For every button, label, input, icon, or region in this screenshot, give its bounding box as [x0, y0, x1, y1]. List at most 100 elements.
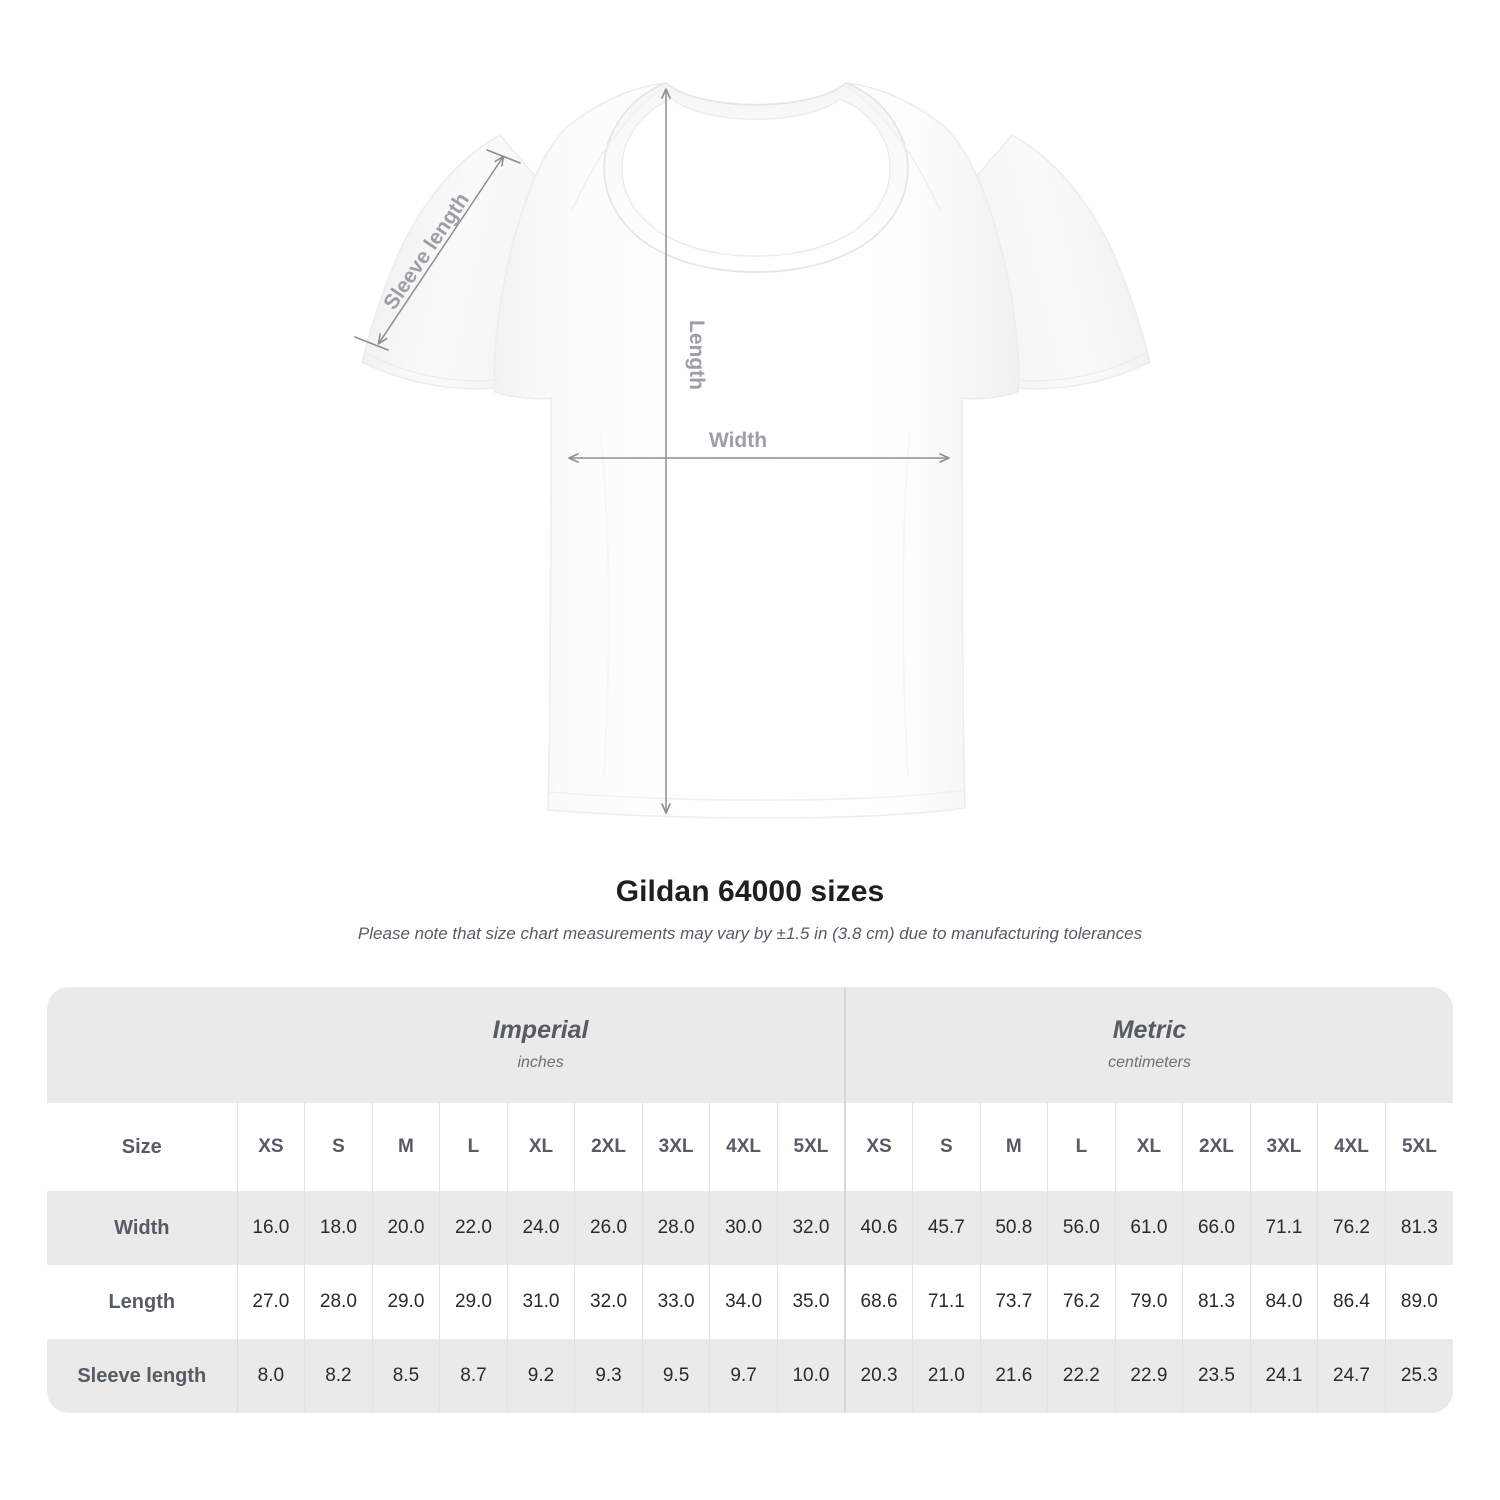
cell-length-imperial-m: 29.0	[371, 1265, 440, 1339]
cell-width-metric-l: 56.0	[1047, 1191, 1116, 1265]
size-header-imperial-4xl: 4XL	[709, 1103, 778, 1191]
cell-length-imperial-l: 29.0	[439, 1265, 508, 1339]
cell-length-metric-5xl: 89.0	[1384, 1265, 1453, 1339]
size-header-imperial-3xl: 3XL	[641, 1103, 710, 1191]
cell-length-imperial-s: 28.0	[304, 1265, 373, 1339]
table-row-length: Length 27.0 28.0 29.0 29.0 31.0 32.0 33.…	[47, 1265, 1453, 1339]
cell-length-metric-s: 71.1	[912, 1265, 981, 1339]
cell-sleeve-imperial-xl: 9.2	[506, 1339, 575, 1413]
size-header-imperial-m: M	[371, 1103, 440, 1191]
row-label-width: Width	[47, 1191, 238, 1265]
cell-sleeve-metric-4xl: 24.7	[1317, 1339, 1386, 1413]
cell-sleeve-imperial-4xl: 9.7	[709, 1339, 778, 1413]
unit-header-imperial: Imperial inches	[237, 987, 846, 1103]
cell-width-metric-4xl: 76.2	[1317, 1191, 1386, 1265]
cell-width-imperial-xl: 24.0	[506, 1191, 575, 1265]
unit-header-row: Imperial inches Metric centimeters	[47, 987, 1453, 1103]
unit-name-metric: Metric	[1112, 1016, 1187, 1044]
cell-width-imperial-3xl: 28.0	[641, 1191, 710, 1265]
table-row-width: Width 16.0 18.0 20.0 22.0 24.0 26.0 28.0…	[47, 1191, 1453, 1265]
size-header-metric-4xl: 4XL	[1317, 1103, 1386, 1191]
cell-width-imperial-m: 20.0	[371, 1191, 440, 1265]
size-header-label: Size	[47, 1103, 238, 1191]
cell-length-imperial-4xl: 34.0	[709, 1265, 778, 1339]
cell-sleeve-imperial-s: 8.2	[304, 1339, 373, 1413]
cell-width-metric-3xl: 71.1	[1249, 1191, 1318, 1265]
cell-sleeve-imperial-m: 8.5	[371, 1339, 440, 1413]
size-header-imperial-2xl: 2XL	[574, 1103, 643, 1191]
cell-width-imperial-5xl: 32.0	[776, 1191, 846, 1265]
cell-length-imperial-3xl: 33.0	[641, 1265, 710, 1339]
cell-sleeve-imperial-2xl: 9.3	[574, 1339, 643, 1413]
tolerance-note: Please note that size chart measurements…	[357, 924, 1143, 943]
cell-sleeve-imperial-3xl: 9.5	[641, 1339, 710, 1413]
cell-width-metric-2xl: 66.0	[1182, 1191, 1251, 1265]
unit-sub-metric: centimeters	[1108, 1054, 1191, 1071]
cell-length-metric-l: 76.2	[1047, 1265, 1116, 1339]
size-chart-table: Imperial inches Metric centimeters Size …	[47, 987, 1453, 1413]
cell-sleeve-imperial-xs: 8.0	[236, 1339, 305, 1413]
heading-block: Gildan 64000 sizes Please note that size…	[0, 872, 1500, 948]
cell-length-metric-4xl: 86.4	[1317, 1265, 1386, 1339]
tshirt-body-shape	[361, 81, 1151, 819]
cell-length-metric-3xl: 84.0	[1249, 1265, 1318, 1339]
size-header-metric-xl: XL	[1114, 1103, 1183, 1191]
size-header-imperial-5xl: 5XL	[776, 1103, 846, 1191]
sleeve-length-arrow	[377, 155, 505, 345]
cell-width-metric-s: 45.7	[912, 1191, 981, 1265]
unit-sub-imperial: inches	[517, 1054, 564, 1071]
cell-length-metric-m: 73.7	[979, 1265, 1048, 1339]
cell-width-imperial-4xl: 30.0	[709, 1191, 778, 1265]
tshirt-diagram: Sleeve length Length Width	[354, 81, 1151, 819]
page-title: Gildan 64000 sizes	[615, 875, 885, 908]
cell-sleeve-metric-3xl: 24.1	[1249, 1339, 1318, 1413]
size-header-metric-m: M	[979, 1103, 1048, 1191]
cell-length-metric-xs: 68.6	[844, 1265, 913, 1339]
width-label: Width	[709, 429, 767, 452]
cell-sleeve-metric-2xl: 23.5	[1182, 1339, 1251, 1413]
cell-sleeve-metric-s: 21.0	[912, 1339, 981, 1413]
size-chart-table-wrapper: Imperial inches Metric centimeters Size …	[47, 987, 1453, 1413]
cell-width-metric-xl: 61.0	[1114, 1191, 1183, 1265]
cell-length-imperial-xs: 27.0	[236, 1265, 305, 1339]
cell-sleeve-metric-m: 21.6	[979, 1339, 1048, 1413]
length-label: Length	[685, 320, 708, 390]
cell-width-imperial-l: 22.0	[439, 1191, 508, 1265]
size-header-metric-3xl: 3XL	[1249, 1103, 1318, 1191]
cell-length-imperial-xl: 31.0	[506, 1265, 575, 1339]
cell-length-imperial-2xl: 32.0	[574, 1265, 643, 1339]
size-header-imperial-l: L	[439, 1103, 508, 1191]
unit-name-imperial: Imperial	[492, 1016, 589, 1044]
cell-sleeve-metric-5xl: 25.3	[1384, 1339, 1453, 1413]
cell-length-imperial-5xl: 35.0	[776, 1265, 846, 1339]
cell-sleeve-metric-xl: 22.9	[1114, 1339, 1183, 1413]
size-header-metric-5xl: 5XL	[1384, 1103, 1453, 1191]
size-header-imperial-xs: XS	[236, 1103, 305, 1191]
size-header-metric-2xl: 2XL	[1182, 1103, 1251, 1191]
cell-length-metric-2xl: 81.3	[1182, 1265, 1251, 1339]
cell-sleeve-metric-l: 22.2	[1047, 1339, 1116, 1413]
row-label-sleeve-length: Sleeve length	[47, 1339, 238, 1413]
cell-width-imperial-2xl: 26.0	[574, 1191, 643, 1265]
size-header-imperial-s: S	[304, 1103, 373, 1191]
size-header-metric-s: S	[912, 1103, 981, 1191]
cell-length-metric-xl: 79.0	[1114, 1265, 1183, 1339]
table-row-sleeve-length: Sleeve length 8.0 8.2 8.5 8.7 9.2 9.3 9.…	[47, 1339, 1453, 1413]
cell-width-metric-m: 50.8	[979, 1191, 1048, 1265]
size-header-imperial-xl: XL	[506, 1103, 575, 1191]
size-header-metric-xs: XS	[844, 1103, 913, 1191]
cell-width-metric-5xl: 81.3	[1384, 1191, 1453, 1265]
cell-width-imperial-xs: 16.0	[236, 1191, 305, 1265]
cell-width-metric-xs: 40.6	[844, 1191, 913, 1265]
size-header-row: Size XS S M L XL 2XL 3XL 4XL 5XL XS S M …	[47, 1103, 1453, 1191]
unit-header-spacer	[47, 987, 238, 1103]
sleeve-length-tick-bottom	[354, 336, 389, 351]
cell-sleeve-imperial-l: 8.7	[439, 1339, 508, 1413]
row-label-length: Length	[47, 1265, 238, 1339]
sleeve-length-annotation	[354, 149, 521, 351]
unit-header-metric: Metric centimeters	[844, 987, 1453, 1103]
size-header-metric-l: L	[1047, 1103, 1116, 1191]
cell-sleeve-metric-xs: 20.3	[844, 1339, 913, 1413]
cell-width-imperial-s: 18.0	[304, 1191, 373, 1265]
cell-sleeve-imperial-5xl: 10.0	[776, 1339, 846, 1413]
